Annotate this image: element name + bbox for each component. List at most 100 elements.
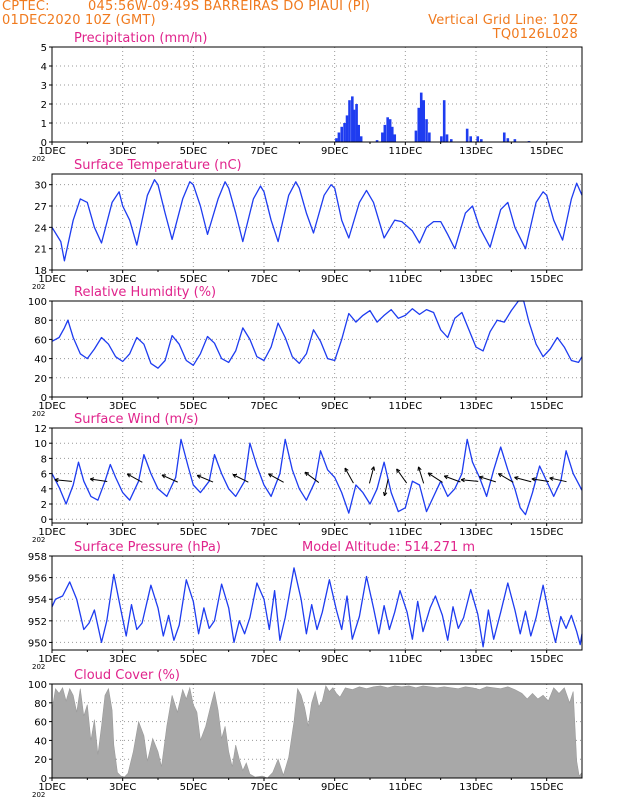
wind-vector (461, 479, 479, 482)
y-tick-label: 3 (41, 81, 47, 92)
y-tick-label: 20 (34, 755, 47, 766)
x-tick-label: 13DEC (459, 782, 493, 793)
wind-vector (232, 474, 249, 483)
wind-vector-head (373, 466, 376, 471)
wind-vector-head (514, 476, 519, 478)
wind-vector-head (54, 477, 59, 481)
wind-vector-head (304, 471, 308, 476)
x-tick-label: 3DEC (109, 782, 136, 793)
wind-vector-head (383, 491, 385, 496)
wind-vector (396, 468, 408, 484)
wind-vector-head (549, 477, 554, 481)
wind-vector (383, 478, 389, 496)
temp-frame (51, 173, 583, 271)
precip-frame (51, 46, 583, 143)
y-tick-label: 10 (34, 439, 47, 450)
precip-bar (348, 100, 351, 142)
x-tick-label: 5DEC (180, 274, 207, 285)
x-tick-label: 7DEC (250, 654, 277, 665)
wind-vector-head (497, 473, 502, 478)
y-tick-label: 18 (34, 266, 47, 277)
wind-vector-head (384, 492, 388, 497)
x-tick-label: 7DEC (250, 782, 277, 793)
precip-bar (343, 123, 346, 142)
x-tick-label: 1DEC (38, 654, 65, 665)
x-tick-label: 3DEC (109, 274, 136, 285)
x-tick-label: 9DEC (321, 654, 348, 665)
y-tick-label: 21 (34, 245, 47, 256)
precip-bar (375, 140, 379, 142)
y-tick-label: 5 (41, 43, 47, 54)
date-label: 01DEC2020 10Z (GMT) (2, 13, 156, 28)
x-tick-label: 11DEC (388, 527, 422, 538)
wind-vector-head (89, 478, 94, 482)
wind-vector (344, 467, 354, 484)
wind-vector (268, 473, 284, 483)
wind-vector-head (232, 474, 236, 478)
y-tick-label: 2 (41, 100, 47, 111)
y-tick-label: 40 (34, 355, 47, 366)
y-tick-label: 100 (28, 297, 47, 308)
year-fragment-label: 202 (32, 410, 45, 418)
precip-bar (388, 119, 392, 142)
y-tick-label: 950 (28, 638, 47, 649)
x-tick-label: 3DEC (109, 146, 136, 157)
x-tick-label: 1DEC (38, 527, 65, 538)
y-tick-label: 20 (34, 374, 47, 385)
precip-bar (335, 138, 338, 142)
x-tick-label: 15DEC (530, 527, 564, 538)
precip-bar (352, 109, 356, 142)
precip-bar (340, 126, 344, 142)
wind-vector-head (514, 477, 518, 481)
precip-bar (476, 136, 480, 142)
precip-bar (337, 132, 341, 142)
wind-vector-head (460, 477, 466, 481)
wind-vector-head (396, 468, 398, 474)
x-tick-label: 9DEC (321, 401, 348, 412)
x-tick-label: 13DEC (459, 146, 493, 157)
precip-bar (440, 136, 443, 142)
x-tick-label: 3DEC (109, 654, 136, 665)
pressure-title: Surface Pressure (hPa) (74, 540, 221, 555)
x-tick-label: 9DEC (321, 146, 348, 157)
year-fragment-label: 202 (32, 283, 45, 291)
x-tick-label: 15DEC (530, 401, 564, 412)
x-tick-label: 15DEC (530, 274, 564, 285)
wind-vector-head (479, 476, 483, 480)
precip-bar (355, 104, 358, 142)
wind-vector-head (443, 475, 448, 480)
wind-vector-head (531, 477, 536, 480)
year-fragment-label: 202 (32, 663, 45, 671)
y-tick-label: 80 (34, 699, 47, 710)
precip-bar (513, 139, 517, 142)
x-tick-label: 9DEC (321, 274, 348, 285)
x-tick-label: 13DEC (459, 274, 493, 285)
year-fragment-label: 202 (32, 536, 45, 544)
y-tick-label: 954 (28, 595, 47, 606)
y-tick-label: 4 (41, 485, 47, 496)
wind-vector (498, 473, 514, 483)
wind-frame (51, 427, 583, 524)
y-tick-label: 30 (34, 181, 47, 192)
precip-bar (425, 119, 428, 142)
temp-title: Surface Temperature (nC) (74, 158, 242, 173)
y-tick-label: 8 (41, 454, 47, 465)
x-tick-label: 13DEC (459, 401, 493, 412)
wind-vector (304, 471, 320, 483)
precip-bar (414, 130, 418, 142)
y-tick-label: 0 (41, 138, 47, 149)
y-tick-label: 1 (41, 119, 47, 130)
precip-bar (428, 132, 431, 142)
x-tick-label: 1DEC (38, 782, 65, 793)
wind-vector-head (196, 475, 201, 479)
precip-bar (465, 128, 469, 142)
temp-line (51, 179, 583, 262)
y-tick-label: 80 (34, 316, 47, 327)
cloud-frame (51, 683, 583, 779)
wind-vector-head (531, 478, 536, 482)
wind-vector (54, 479, 72, 482)
wind-vector (531, 478, 549, 483)
source-label: CPTEC: (2, 0, 50, 14)
y-tick-label: 60 (34, 335, 47, 346)
